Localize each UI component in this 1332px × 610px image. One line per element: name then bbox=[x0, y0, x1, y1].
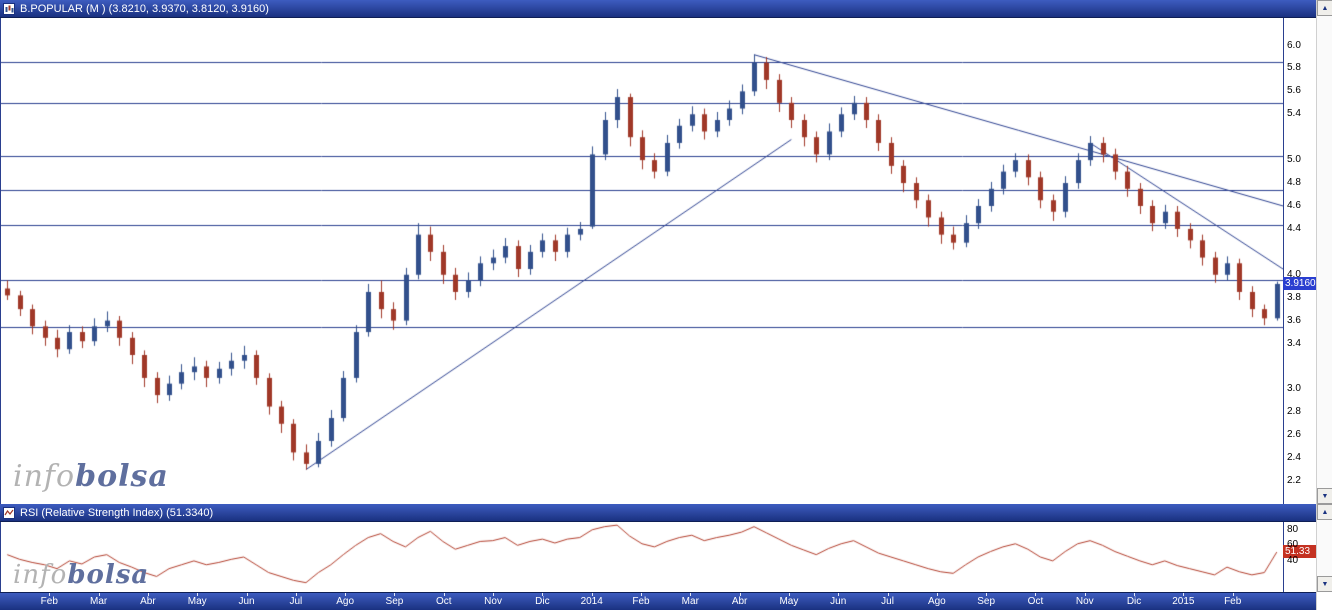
rsi-chart-canvas bbox=[1, 522, 1283, 592]
time-axis-label: Jun bbox=[238, 596, 255, 607]
time-axis-tick bbox=[1232, 593, 1234, 596]
price-axis-tick: 2.4 bbox=[1287, 452, 1301, 464]
time-axis-label: 2014 bbox=[580, 596, 603, 607]
time-axis-label: Feb bbox=[632, 596, 650, 607]
rsi-axis-tick: 60 bbox=[1287, 539, 1299, 551]
time-axis-tick bbox=[739, 593, 741, 596]
time-axis-tick bbox=[493, 593, 495, 596]
price-axis-tick: 2.6 bbox=[1287, 429, 1301, 441]
time-axis-tick bbox=[591, 593, 593, 596]
price-axis-tick: 4.4 bbox=[1287, 222, 1301, 234]
time-axis-tick bbox=[147, 593, 149, 596]
rsi-scrollbar-top: ▲ bbox=[1316, 504, 1332, 522]
price-panel-body: infobolsa 3.9160 6.0 5.8 5.6 5.4 5.0 4.8 4.6 4.… bbox=[0, 18, 1316, 504]
price-axis-tick: 4.8 bbox=[1287, 177, 1301, 189]
rsi-scroll-down-button[interactable]: ▼ bbox=[1317, 576, 1332, 592]
rsi-axis-tick: 80 bbox=[1287, 523, 1299, 535]
time-axis-tick bbox=[49, 593, 51, 596]
price-chart-canvas bbox=[1, 18, 1283, 504]
price-scrollbar-track[interactable]: ▼ bbox=[1316, 18, 1332, 504]
time-axis-tick bbox=[690, 593, 692, 596]
time-axis: Feb Mar Abr May Jun Jul Ago Sep Oct Nov Dic 2014 Feb… bbox=[0, 592, 1316, 610]
time-axis-label: Abr bbox=[140, 596, 156, 607]
time-axis-tick bbox=[986, 593, 988, 596]
time-axis-label: May bbox=[187, 596, 207, 607]
price-axis: 3.9160 6.0 5.8 5.6 5.4 5.0 4.8 4.6 4.4 4.0 3.8 3.6… bbox=[1283, 18, 1316, 504]
rsi-scroll-up-button[interactable]: ▲ bbox=[1317, 504, 1332, 520]
time-axis-label: Ago bbox=[336, 596, 355, 607]
rsi-value-badge: 51.33 bbox=[1283, 545, 1316, 559]
time-axis-tick bbox=[887, 593, 889, 596]
price-scroll-up-button[interactable]: ▲ bbox=[1317, 0, 1332, 16]
price-axis-tick: 2.8 bbox=[1287, 406, 1301, 418]
time-axis-tick bbox=[98, 593, 100, 596]
time-axis-label: Mar bbox=[681, 596, 699, 607]
time-axis-tick bbox=[1183, 593, 1185, 596]
price-axis-tick: 6.0 bbox=[1287, 39, 1301, 51]
price-scroll-down-button[interactable]: ▼ bbox=[1317, 488, 1332, 504]
time-axis-label: Nov bbox=[484, 596, 502, 607]
time-axis-label: Abr bbox=[731, 596, 748, 607]
time-axis-label: Jul bbox=[289, 596, 303, 607]
time-axis-tick bbox=[295, 593, 297, 596]
chart-icon bbox=[3, 2, 15, 15]
time-axis-label: 2015 bbox=[1172, 596, 1195, 607]
time-axis-tick bbox=[1134, 593, 1136, 596]
time-axis-tick bbox=[443, 593, 445, 596]
time-axis-label: Oct bbox=[435, 596, 452, 607]
time-axis-tick bbox=[838, 593, 840, 596]
time-axis-tick bbox=[641, 593, 642, 596]
rsi-panel-titlebar[interactable]: RSI (Relative Strength Index) (51.3340) bbox=[0, 504, 1316, 522]
price-panel-titlebar[interactable]: B.POPULAR (M ) (3.8210, 3.9370, 3.8120, … bbox=[0, 0, 1316, 18]
price-axis-tick: 3.0 bbox=[1287, 383, 1301, 395]
time-axis-tick bbox=[1084, 593, 1086, 596]
price-axis-tick: 5.4 bbox=[1287, 108, 1301, 120]
rsi-axis-tick: 40 bbox=[1287, 554, 1299, 566]
price-axis-tick: 3.4 bbox=[1287, 337, 1301, 349]
time-axis-label: Ago bbox=[927, 596, 946, 607]
time-axis-label: Oct bbox=[1027, 596, 1044, 607]
price-axis-tick: 3.6 bbox=[1287, 314, 1301, 326]
last-price-badge: 3.9160 bbox=[1283, 277, 1316, 291]
price-panel-title: B.POPULAR (M ) (3.8210, 3.9370, 3.8120, … bbox=[20, 2, 269, 15]
rsi-scrollbar-track[interactable]: ▼ bbox=[1316, 522, 1332, 592]
indicator-icon bbox=[3, 506, 15, 519]
price-scrollbar-top: ▲ bbox=[1316, 0, 1332, 18]
time-axis-label: Jul bbox=[881, 596, 894, 607]
time-axis-label: Feb bbox=[1224, 596, 1242, 607]
time-axis-tick bbox=[394, 593, 396, 596]
time-axis-tick bbox=[1035, 593, 1037, 596]
time-axis-tick bbox=[345, 593, 347, 596]
price-axis-tick: 2.2 bbox=[1287, 475, 1301, 487]
price-plot[interactable]: infobolsa bbox=[0, 18, 1284, 504]
time-axis-tick bbox=[197, 593, 199, 596]
time-axis-label: Feb bbox=[40, 596, 58, 607]
time-axis-label: Sep bbox=[977, 596, 996, 607]
rsi-panel-title: RSI (Relative Strength Index) (51.3340) bbox=[20, 506, 214, 519]
time-axis-label: Nov bbox=[1075, 596, 1094, 607]
rsi-panel-body: infobolsa 51.33 80 60 40 bbox=[0, 522, 1316, 592]
rsi-axis: 51.33 80 60 40 bbox=[1283, 522, 1316, 592]
time-axis-label: May bbox=[779, 596, 799, 607]
rsi-plot[interactable]: infobolsa bbox=[0, 522, 1284, 592]
price-axis-tick: 5.0 bbox=[1287, 154, 1301, 166]
time-axis-label: Dic bbox=[535, 596, 550, 607]
price-axis-tick: 5.8 bbox=[1287, 62, 1301, 74]
price-axis-tick: 3.8 bbox=[1287, 291, 1301, 303]
axis-corner bbox=[1316, 592, 1332, 610]
time-axis-tick bbox=[246, 593, 248, 596]
time-axis-tick bbox=[542, 593, 544, 596]
price-axis-tick: 4.0 bbox=[1287, 268, 1301, 280]
time-axis-tick bbox=[788, 593, 790, 596]
price-axis-tick: 5.6 bbox=[1287, 85, 1301, 97]
price-axis-tick: 4.6 bbox=[1287, 199, 1301, 211]
time-axis-label: Mar bbox=[89, 596, 108, 607]
time-axis-label: Sep bbox=[385, 596, 404, 607]
time-axis-label: Jun bbox=[830, 596, 847, 607]
time-axis-tick bbox=[936, 593, 938, 596]
time-axis-label: Dic bbox=[1126, 596, 1142, 607]
